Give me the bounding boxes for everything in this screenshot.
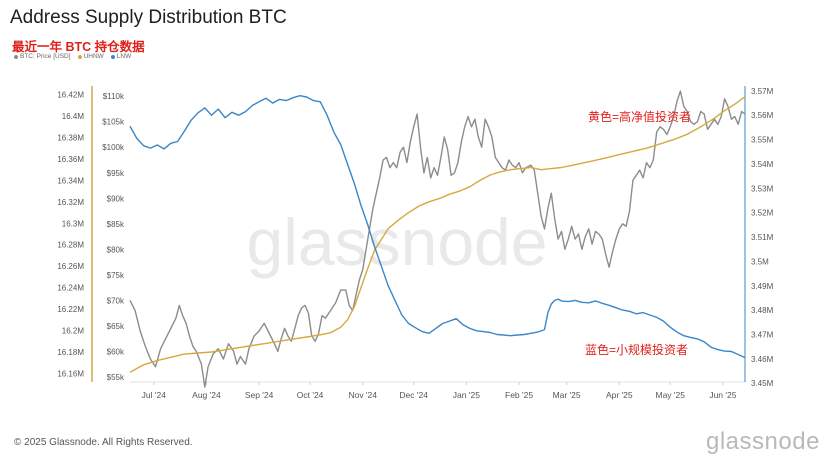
x-tick-label: Jul '24 [142,390,167,400]
right-tick-label: 3.46M [751,355,774,364]
left-inner-tick-label: $60k [107,347,125,356]
left-outer-tick-label: 16.28M [57,241,84,250]
brand-logo: glassnode [706,428,820,455]
series-line-uhnw [129,96,746,373]
left-outer-tick-label: 16.42M [57,91,84,100]
chart-legend: BTC: Price [USD] UHNW LNW [14,53,131,60]
legend-dot-price-icon [14,54,18,59]
left-inner-tick-label: $110k [103,92,125,101]
right-tick-label: 3.53M [751,184,774,193]
left-outer-tick-label: 16.24M [57,284,84,293]
left-inner-tick-label: $80k [107,245,125,254]
series-line-lnw [129,95,746,359]
left-outer-tick-label: 16.34M [57,176,84,185]
left-inner-tick-label: $100k [102,143,125,152]
left-outer-tick-label: 16.36M [57,155,84,164]
axes-layer: 16.16M 16.18M 16.2M 16.22M 16.24M 16.26M 16.28… [57,86,774,400]
left-outer-tick-label: 16.26M [57,262,84,271]
series-line-price [129,90,746,388]
x-tick-label: May '25 [655,390,685,400]
left-inner-tick-label: $105k [102,118,125,127]
right-tick-label: 3.56M [751,111,774,120]
legend-item-uhnw[interactable]: UHNW [77,53,104,60]
x-tick-label: Nov '24 [348,390,377,400]
left-inner-tick-label: $90k [107,194,125,203]
legend-item-lnw[interactable]: LNW [110,53,132,60]
page-title: Address Supply Distribution BTC [10,7,287,28]
x-tick-label: Dec '24 [399,390,428,400]
left-outer-tick-label: 16.32M [57,198,84,207]
series-layer [129,90,746,388]
right-tick-label: 3.48M [751,306,774,315]
x-tick-label: Sep '24 [245,390,274,400]
right-tick-label: 3.52M [751,209,774,218]
x-tick-label: Jan '25 [453,390,480,400]
right-tick-label: 3.5M [751,257,769,266]
watermark-layer: glassnode [247,205,548,279]
legend-dot-lnw-icon [110,54,115,59]
left-outer-tick-label: 16.18M [57,348,84,357]
left-inner-tick-label: $95k [107,169,125,178]
x-tick-label: Mar '25 [553,390,581,400]
left-outer-tick-label: 16.38M [57,133,84,142]
annotation-lnw: 蓝色=小规模投资者 [585,342,688,357]
left-outer-tick-label: 16.4M [62,112,85,121]
legend-label-price: BTC: Price [USD] [20,53,71,60]
x-tick-label: Jun '25 [709,390,736,400]
left-inner-tick-label: $65k [107,322,125,331]
left-outer-tick-label: 16.22M [57,305,84,314]
legend-dot-uhnw-icon [77,54,82,59]
left-outer-tick-label: 16.16M [57,369,84,378]
chart-subtitle: 最近一年 BTC 持仓数据 [12,40,145,54]
x-tick-label: Oct '24 [297,390,324,400]
legend-label-lnw: LNW [116,53,132,60]
copyright-text: © 2025 Glassnode. All Rights Reserved. [14,437,193,448]
right-tick-label: 3.47M [751,330,774,339]
right-tick-label: 3.49M [751,282,774,291]
left-inner-tick-label: $70k [107,296,125,305]
x-tick-label: Apr '25 [606,390,633,400]
annotation-uhnw: 黄色=高净值投资者 [588,109,691,124]
right-tick-label: 3.54M [751,160,774,169]
left-inner-tick-label: $55k [107,373,125,382]
right-tick-label: 3.45M [751,379,774,388]
chart-watermark: glassnode [247,205,548,279]
x-tick-label: Feb '25 [505,390,533,400]
x-tick-label: Aug '24 [192,390,221,400]
legend-label-uhnw: UHNW [83,53,104,60]
left-outer-tick-label: 16.2M [62,327,85,336]
legend-item-price[interactable]: BTC: Price [USD] [14,53,71,60]
left-inner-tick-label: $85k [107,220,125,229]
right-tick-label: 3.57M [751,87,774,96]
left-inner-tick-label: $75k [107,271,125,280]
right-tick-label: 3.51M [751,233,774,242]
right-tick-label: 3.55M [751,136,774,145]
left-outer-tick-label: 16.3M [62,219,85,228]
